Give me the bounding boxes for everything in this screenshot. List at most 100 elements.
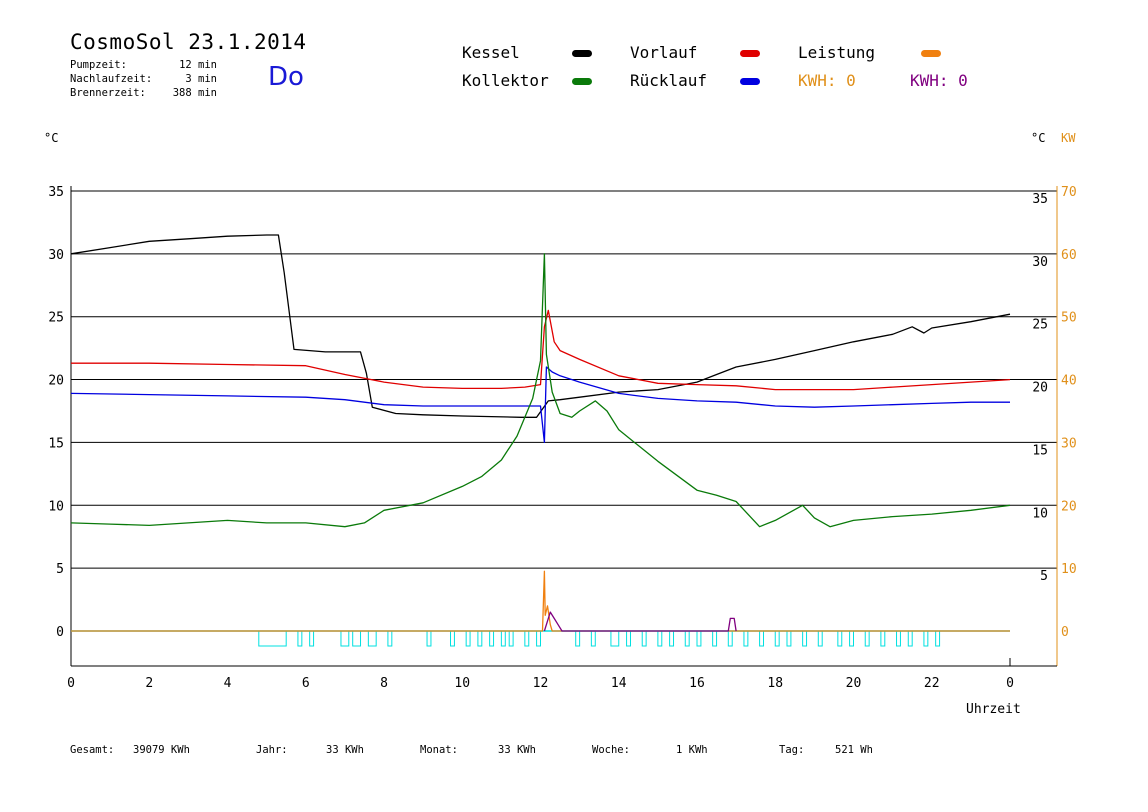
x-tick-label-6: 12 — [533, 676, 549, 691]
series-line-kwh2 — [543, 611, 737, 632]
footer-gesamt-label: Gesamt: — [70, 744, 115, 756]
pump-interval-38 — [907, 630, 913, 647]
x-tick-label-3: 6 — [302, 676, 310, 691]
pump-interval-11 — [489, 630, 495, 647]
pump-interval-21 — [657, 630, 663, 647]
y-tick-label-right-10: 10 — [1032, 506, 1048, 521]
legend-vorlauf-swatch — [740, 50, 760, 57]
y2-tick-label-20: 20 — [1061, 499, 1077, 514]
x-tick-label-7: 14 — [611, 676, 627, 691]
series-line-kollektor — [70, 253, 1011, 528]
series-line-vorlauf — [71, 309, 1011, 391]
footer-tag-label: Tag: — [779, 744, 805, 756]
pump-interval-9 — [465, 630, 471, 647]
legend-kessel-swatch — [572, 50, 592, 57]
legend-vorlauf-label: Vorlauf — [630, 43, 698, 62]
footer-monat-value: 33 KWh — [498, 744, 536, 756]
pump-interval-12 — [500, 630, 506, 647]
legend-leistung-label: Leistung — [798, 43, 876, 62]
pump-interval-13 — [508, 630, 514, 647]
pump-interval-19 — [626, 630, 631, 647]
legend-leistung-swatch — [921, 50, 941, 57]
chart-title: CosmoSol 23.1.2014 — [70, 30, 307, 54]
pump-interval-35 — [864, 630, 870, 647]
y-tick-label-right-25: 25 — [1032, 318, 1048, 333]
x-tick-label-5: 10 — [454, 676, 470, 691]
pump-interval-15 — [536, 630, 542, 647]
pump-interval-23 — [684, 630, 690, 647]
y-tick-label-left-20: 20 — [48, 374, 64, 389]
pump-interval-2 — [309, 630, 315, 647]
y-tick-label-right-30: 30 — [1032, 255, 1048, 270]
pump-interval-17 — [590, 630, 596, 647]
footer-woche-value: 1 KWh — [676, 744, 708, 756]
left-axis-unit: °C — [44, 131, 59, 145]
footer-tag-value: 521 Wh — [835, 744, 873, 756]
y-tick-label-left-5: 5 — [56, 562, 64, 577]
y2-tick-label-10: 10 — [1061, 562, 1077, 577]
pump-interval-16 — [575, 630, 581, 647]
footer-gesamt-value: 39079 KWh — [133, 744, 190, 756]
stat-value-nachlaufzeit: 3 min — [185, 73, 217, 85]
series-line-kessel — [70, 234, 1011, 418]
pump-interval-14 — [524, 630, 530, 647]
y-tick-label-right-35: 35 — [1032, 192, 1048, 207]
pump-interval-29 — [774, 630, 780, 647]
y2-tick-label-0: 0 — [1061, 625, 1069, 640]
y2-tick-label-60: 60 — [1061, 248, 1077, 263]
y-tick-label-left-15: 15 — [48, 436, 64, 451]
y-tick-label-left-30: 30 — [48, 248, 64, 263]
pump-interval-31 — [802, 630, 808, 647]
pump-interval-20 — [641, 630, 647, 647]
y-tick-label-left-10: 10 — [48, 499, 64, 514]
pump-interval-26 — [727, 630, 733, 647]
x-tick-label-4: 8 — [380, 676, 388, 691]
x-tick-label-1: 2 — [145, 676, 153, 691]
pump-interval-32 — [817, 630, 823, 647]
y-tick-label-right-20: 20 — [1032, 381, 1048, 396]
pump-interval-8 — [450, 630, 455, 647]
y2-tick-label-40: 40 — [1061, 374, 1077, 389]
x-tick-label-12: 0 — [1006, 676, 1014, 691]
weekday-label: Do — [268, 62, 304, 92]
stat-label-pumpzeit: Pumpzeit: — [70, 59, 127, 71]
pump-interval-18 — [610, 630, 620, 647]
pump-interval-39 — [923, 630, 929, 647]
stat-label-nachlaufzeit: Nachlaufzeit: — [70, 73, 153, 85]
stat-label-brennerzeit: Brennerzeit: — [70, 87, 146, 99]
pump-interval-24 — [696, 630, 702, 647]
x-tick-label-11: 22 — [924, 676, 940, 691]
pump-interval-4 — [352, 630, 362, 647]
stat-value-pumpzeit: 12 min — [179, 59, 217, 71]
footer-monat-label: Monat: — [420, 744, 458, 756]
pump-interval-40 — [935, 630, 941, 647]
legend-ruecklauf-label: Rücklauf — [630, 71, 708, 90]
stat-value-brennerzeit: 388 min — [172, 87, 217, 99]
y2-tick-label-70: 70 — [1061, 185, 1077, 200]
series-line-ruecklauf — [70, 366, 1010, 444]
right-axis-unit-kw: KW — [1061, 131, 1076, 145]
x-tick-label-2: 4 — [224, 676, 232, 691]
pump-interval-36 — [880, 630, 886, 647]
x-tick-label-8: 16 — [689, 676, 705, 691]
pump-interval-37 — [896, 630, 901, 647]
y-tick-label-left-35: 35 — [48, 185, 64, 200]
y-tick-label-left-25: 25 — [48, 311, 64, 326]
series-line-leistung — [71, 570, 1010, 632]
y2-tick-label-30: 30 — [1061, 436, 1077, 451]
pump-interval-22 — [669, 630, 675, 647]
pump-interval-6 — [387, 630, 393, 647]
x-tick-label-10: 20 — [846, 676, 862, 691]
y2-tick-label-50: 50 — [1061, 311, 1077, 326]
y-tick-label-right-5: 5 — [1040, 569, 1048, 584]
footer-jahr-label: Jahr: — [256, 744, 288, 756]
legend-kessel-label: Kessel — [462, 43, 520, 62]
footer-jahr-value: 33 KWh — [326, 744, 364, 756]
pump-interval-34 — [849, 630, 855, 647]
pump-interval-5 — [367, 630, 377, 647]
y-tick-label-right-15: 15 — [1032, 443, 1048, 458]
x-axis-title: Uhrzeit — [966, 702, 1021, 717]
pump-interval-1 — [297, 630, 303, 647]
pump-interval-28 — [759, 630, 765, 647]
